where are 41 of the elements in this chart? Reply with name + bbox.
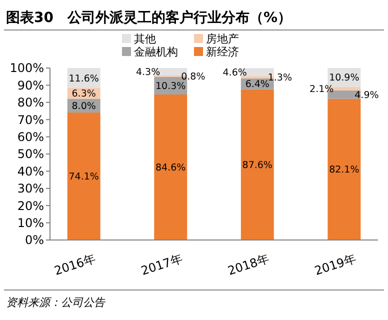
y-tick-label: 0% <box>24 233 44 248</box>
data-label: 0.8% <box>181 71 206 82</box>
data-label: 6.3% <box>72 88 96 100</box>
y-tick-label: 10% <box>17 216 44 230</box>
data-label: 87.6% <box>242 160 272 171</box>
y-tick-label: 90% <box>17 78 44 92</box>
bar <box>67 112 100 240</box>
data-label: 8.0% <box>72 100 96 112</box>
x-tick-label: 2016年 <box>52 252 98 278</box>
legend-label: 房地产 <box>206 32 239 46</box>
legend-label: 新经济 <box>206 45 239 58</box>
x-tick-label: 2017年 <box>139 252 184 278</box>
y-tick-label: 60% <box>17 130 44 144</box>
data-label: 10.3% <box>156 80 186 92</box>
data-label: 1.3% <box>268 72 292 84</box>
data-label: 4.9% <box>354 90 379 101</box>
y-tick-label: 50% <box>17 147 44 162</box>
data-label: 4.6% <box>222 67 247 78</box>
x-tick-label: 2019年 <box>312 252 358 278</box>
data-label: 6.4% <box>245 79 270 90</box>
legend-label: 金融机构 <box>134 45 178 58</box>
data-label: 82.1% <box>329 164 360 176</box>
data-label: 74.1% <box>68 172 99 183</box>
bar <box>328 98 361 240</box>
y-tick-label: 100% <box>10 61 44 76</box>
data-label: 11.6% <box>68 73 99 84</box>
y-tick-label: 30% <box>17 182 44 196</box>
chart-title: 图表30 公司外派灵工的客户行业分布（%） <box>6 9 292 26</box>
y-tick-label: 20% <box>17 198 44 213</box>
data-label: 84.6% <box>156 162 186 174</box>
bar <box>240 89 274 240</box>
data-label: 2.1% <box>310 84 334 95</box>
y-tick-label: 40% <box>17 164 44 178</box>
x-tick-label: 2018年 <box>226 252 271 278</box>
bar <box>154 94 188 240</box>
y-tick-label: 80% <box>17 96 44 110</box>
legend-label: 其他 <box>134 32 156 46</box>
y-tick-label: 70% <box>17 112 44 127</box>
data-label: 10.9% <box>329 72 360 84</box>
text: 资料来源：公司公告 <box>6 296 106 309</box>
data-label: 4.3% <box>136 67 160 78</box>
